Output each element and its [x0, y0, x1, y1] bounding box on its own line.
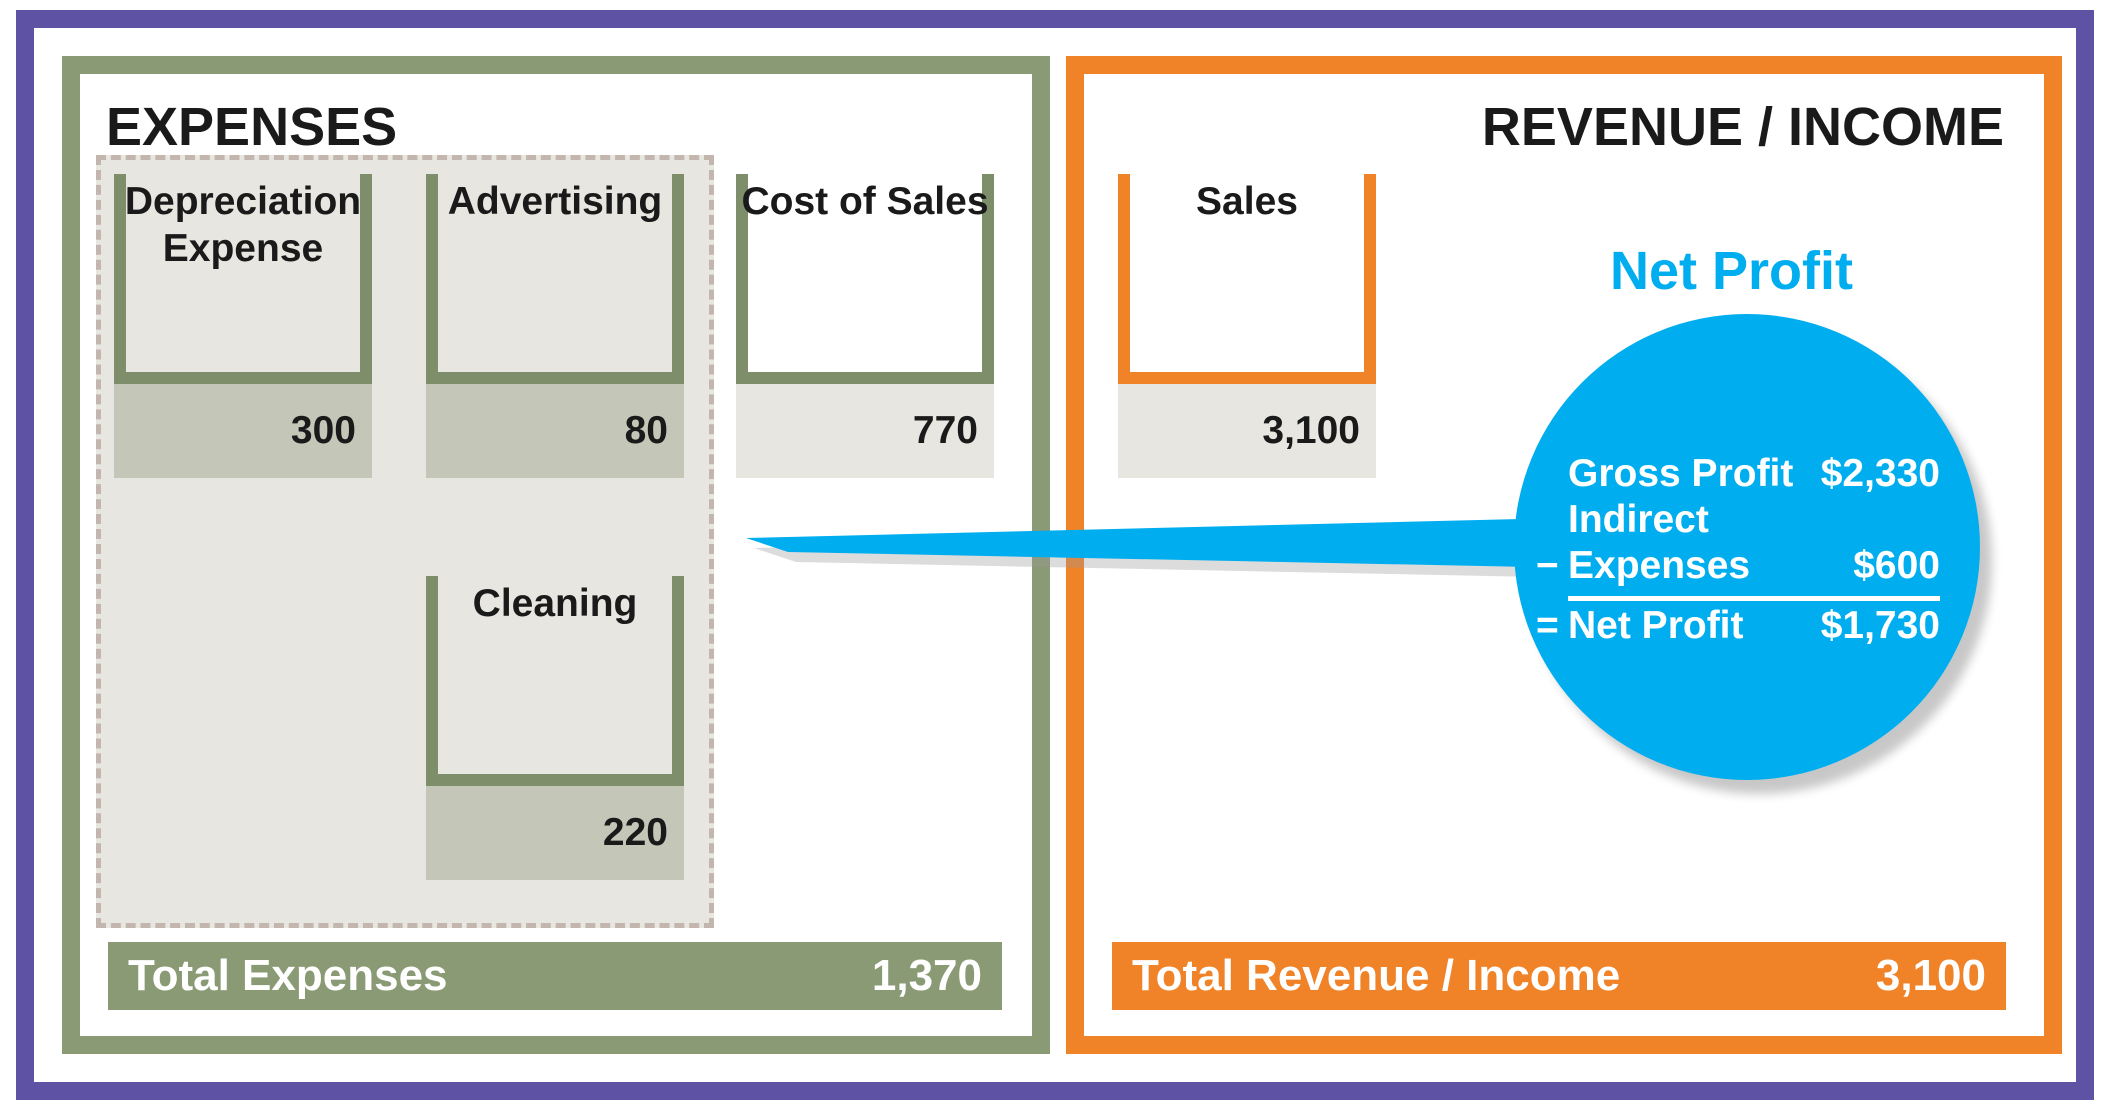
account-value-cleaning: 220: [426, 786, 684, 880]
net-profit-title: Net Profit: [1610, 241, 1853, 301]
account-value-depreciation: 300: [114, 384, 372, 478]
account-value-cost-of-sales: 770: [736, 384, 994, 478]
account-value-sales: 3,100: [1118, 384, 1376, 478]
total-revenue-value: 3,100: [1875, 951, 1986, 1000]
minus-sign: −: [1536, 544, 1559, 587]
total-expenses-bar: Total Expenses 1,370: [108, 942, 1002, 1010]
account-label-advertising: Advertising: [447, 180, 663, 223]
pointer-wedge: [746, 518, 1580, 568]
sum-line: [1568, 596, 1940, 601]
t-account-advertising: [426, 174, 684, 384]
t-account-cleaning: [426, 576, 684, 786]
t-account-cost-of-sales: [736, 174, 994, 384]
expenses-label: Expenses: [1568, 544, 1751, 587]
gross-profit-label: Gross Profit: [1568, 452, 1794, 495]
indirect-expenses-value: $600: [1853, 544, 1940, 587]
net-profit-value: $1,730: [1820, 604, 1940, 647]
indirect-label: Indirect: [1568, 498, 1709, 541]
t-account-depreciation: [114, 174, 372, 384]
total-expenses-label: Total Expenses: [128, 951, 448, 1000]
account-label-depreciation: Depreciation Expense: [124, 180, 362, 270]
total-revenue-label: Total Revenue / Income: [1132, 951, 1621, 1000]
total-expenses-value: 1,370: [871, 951, 982, 1000]
account-label-cleaning: Cleaning: [472, 582, 638, 625]
equals-sign: =: [1536, 604, 1559, 647]
account-value-advertising: 80: [426, 384, 684, 478]
total-revenue-bar: Total Revenue / Income 3,100: [1112, 942, 2006, 1010]
t-account-sales: [1118, 174, 1376, 384]
account-label-cost-of-sales: Cost of Sales: [741, 180, 989, 223]
expenses-heading: EXPENSES: [106, 97, 398, 157]
account-label-sales: Sales: [1196, 180, 1298, 223]
net-profit-label: Net Profit: [1568, 604, 1744, 647]
revenue-heading: REVENUE / INCOME: [1481, 97, 2004, 157]
net-profit-circle: [1514, 314, 1980, 780]
gross-profit-value: $2,330: [1820, 452, 1940, 495]
